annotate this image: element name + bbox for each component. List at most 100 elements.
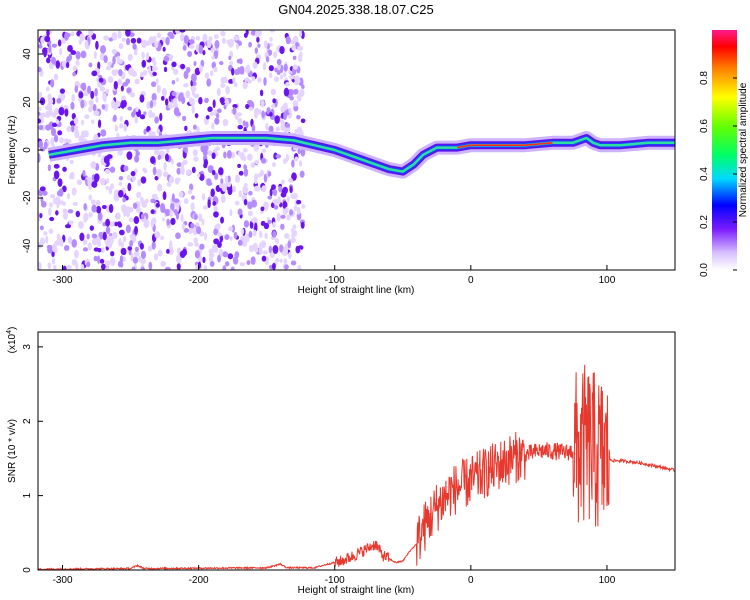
noise-speckle [230,266,235,270]
colorbar-gradient [712,30,737,270]
noise-speckle [301,84,305,90]
noise-speckle [154,175,159,181]
noise-speckle [289,186,293,194]
noise-speckle [91,237,98,246]
noise-speckle [136,206,141,214]
noise-speckle [118,229,125,236]
noise-speckle [142,69,148,76]
noise-speckle [261,255,267,262]
noise-speckle [38,124,44,131]
noise-speckle [45,235,49,244]
noise-speckle [252,229,257,237]
noise-speckle [47,93,52,101]
noise-speckle [117,149,124,156]
noise-speckle [165,36,170,46]
noise-speckle [153,60,157,67]
noise-speckle [171,61,177,68]
noise-speckle [231,224,235,233]
noise-speckle [93,110,100,117]
noise-speckle [117,30,122,39]
noise-speckle [193,156,199,162]
noise-speckle [53,73,59,81]
noise-speckle [164,266,171,270]
noise-speckle [287,240,292,249]
noise-speckle [118,58,123,65]
noise-speckle [275,154,282,159]
noise-speckle [292,224,297,230]
noise-speckle [53,134,59,143]
noise-speckle [160,95,165,101]
noise-speckle [161,87,167,97]
noise-speckle [140,213,145,220]
noise-speckle [127,106,133,111]
noise-speckle [198,213,203,222]
noise-speckle [237,150,242,157]
noise-speckle [197,173,201,178]
noise-speckle [105,226,111,235]
noise-speckle [147,245,153,252]
noise-speckle [99,86,106,92]
noise-speckle [269,188,273,197]
noise-speckle [58,188,64,197]
noise-speckle [153,149,160,156]
noise-speckle [175,77,179,82]
noise-speckle [242,81,248,90]
noise-speckle [88,62,93,68]
noise-speckle [97,247,102,253]
x-tick-label: -300 [52,575,72,586]
noise-speckle [275,257,280,263]
noise-speckle [291,44,296,51]
noise-speckle [198,97,203,105]
noise-speckle [168,104,174,109]
noise-speckle [49,216,55,222]
noise-speckle [151,93,157,102]
noise-speckle [82,247,89,252]
noise-speckle [95,96,99,104]
noise-speckle [56,97,62,104]
noise-speckle [243,168,249,177]
noise-speckle [276,212,281,222]
noise-speckle [126,174,131,181]
noise-speckle [273,198,279,206]
noise-speckle [44,35,51,43]
colorbar-tick-label: 0.6 [699,119,710,133]
noise-speckle [223,151,227,159]
noise-speckle [163,162,167,171]
noise-speckle [274,115,280,124]
noise-speckle [281,120,286,126]
noise-speckle [125,37,131,46]
noise-speckle [285,122,291,128]
noise-speckle [88,211,93,218]
noise-speckle [50,79,55,88]
noise-speckle [209,70,214,77]
noise-speckle [261,110,266,119]
noise-speckle [225,98,230,107]
noise-speckle [51,43,58,48]
noise-speckle [292,64,298,70]
noise-speckle [130,171,136,177]
noise-speckle [202,205,209,210]
noise-speckle [267,219,272,224]
noise-speckle [79,33,85,42]
noise-speckle [53,264,57,270]
noise-speckle [180,213,184,223]
noise-speckle [123,165,129,172]
noise-speckle [191,195,195,200]
noise-speckle [133,216,140,224]
noise-speckle [294,156,299,162]
noise-speckle [173,68,179,75]
scale-base: (x10 [7,333,18,353]
noise-speckle [71,124,75,133]
noise-speckle [189,97,193,105]
noise-speckle [52,97,56,105]
noise-speckle [238,170,244,176]
noise-speckle [57,130,63,136]
noise-speckle [206,39,212,49]
noise-speckle [251,123,256,133]
noise-speckle [262,148,266,153]
noise-speckle [193,237,198,244]
noise-speckle [120,85,124,92]
noise-speckle [87,176,91,186]
noise-speckle [141,51,145,60]
noise-speckle [283,111,287,121]
